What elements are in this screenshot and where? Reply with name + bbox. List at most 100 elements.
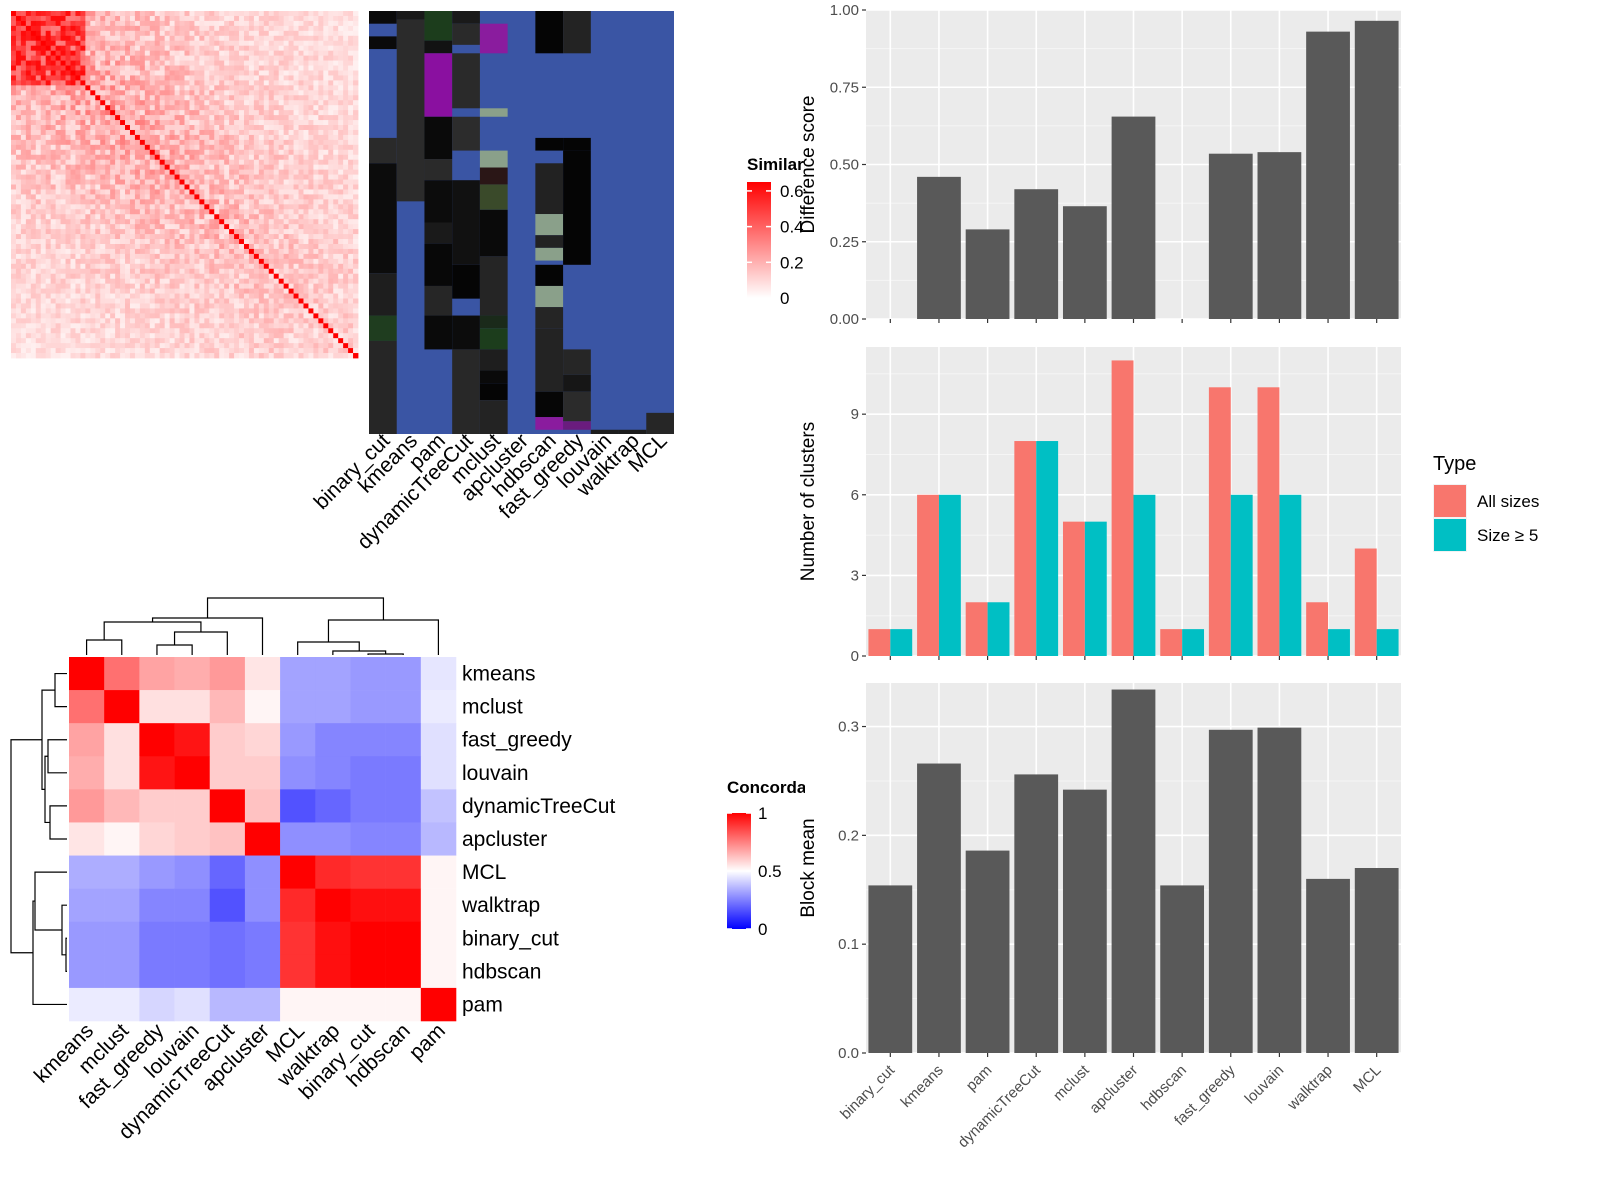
similarity-cell bbox=[308, 15, 314, 22]
similarity-cell bbox=[283, 35, 289, 42]
similarity-cell bbox=[65, 65, 71, 71]
similarity-cell bbox=[243, 194, 250, 200]
similarity-cell bbox=[298, 308, 304, 314]
similarity-cell bbox=[214, 229, 220, 235]
similarity-cell bbox=[50, 159, 57, 166]
similarity-cell bbox=[293, 224, 299, 230]
similarity-cell bbox=[45, 15, 52, 22]
similarity-cell bbox=[338, 159, 344, 166]
similarity-cell bbox=[328, 268, 334, 275]
similarity-cell bbox=[303, 268, 309, 275]
similarity-cell bbox=[120, 248, 126, 255]
similarity-cell bbox=[303, 258, 309, 265]
similarity-cell bbox=[40, 120, 47, 126]
similarity-cell bbox=[65, 159, 71, 166]
similarity-cell bbox=[283, 129, 289, 136]
similarity-cell bbox=[348, 258, 354, 265]
similarity-cell bbox=[194, 11, 200, 17]
similarity-cell bbox=[293, 293, 299, 299]
similarity-cell bbox=[224, 125, 230, 131]
similarity-cell bbox=[219, 70, 225, 76]
similarity-cell bbox=[169, 194, 175, 200]
similarity-cell bbox=[303, 189, 309, 195]
similarity-cell bbox=[55, 80, 61, 86]
similarity-cell bbox=[184, 214, 190, 220]
similarity-cell bbox=[258, 229, 265, 235]
similarity-cell bbox=[194, 328, 200, 334]
similarity-cell bbox=[65, 229, 71, 235]
similarity-cell bbox=[70, 343, 76, 349]
similarity-cell bbox=[298, 204, 304, 210]
similarity-cell bbox=[80, 75, 86, 81]
similarity-cell bbox=[323, 179, 329, 185]
similarity-cell bbox=[85, 243, 91, 250]
similarity-cell bbox=[273, 115, 280, 121]
similarity-cell bbox=[248, 328, 255, 334]
similarity-cell bbox=[199, 129, 205, 136]
similarity-cell bbox=[75, 343, 81, 349]
similarity-cell bbox=[293, 80, 299, 86]
similarity-cell bbox=[75, 149, 81, 156]
similarity-cell bbox=[229, 204, 235, 210]
similarity-cell bbox=[323, 184, 329, 190]
similarity-cell bbox=[139, 184, 146, 190]
similarity-cell bbox=[11, 204, 17, 210]
assignment-block bbox=[479, 23, 508, 54]
similarity-cell bbox=[194, 298, 200, 304]
similarity-cell bbox=[224, 343, 230, 349]
similarity-cell bbox=[20, 75, 27, 81]
similarity-cell bbox=[268, 184, 275, 190]
similarity-cell bbox=[95, 11, 101, 17]
assignment-block bbox=[369, 11, 397, 24]
similarity-cell bbox=[348, 239, 354, 245]
similarity-cell bbox=[134, 40, 141, 47]
similarity-cell bbox=[318, 100, 324, 106]
similarity-cell bbox=[323, 219, 329, 225]
similarity-cell bbox=[25, 293, 32, 299]
similarity-cell bbox=[25, 139, 32, 146]
similarity-cell bbox=[253, 129, 260, 136]
similarity-cell bbox=[134, 179, 141, 185]
similarity-cell bbox=[234, 110, 240, 116]
similarity-cell bbox=[174, 159, 180, 166]
similarity-cell bbox=[209, 248, 215, 255]
similarity-cell bbox=[90, 45, 96, 52]
similarity-cell bbox=[65, 110, 71, 116]
similarity-cell bbox=[70, 229, 76, 235]
similarity-cell bbox=[125, 30, 131, 37]
similarity-cell bbox=[243, 159, 250, 166]
similarity-cell bbox=[293, 288, 299, 294]
similarity-cell bbox=[134, 248, 141, 255]
similarity-cell bbox=[353, 253, 359, 260]
similarity-cell bbox=[283, 164, 289, 171]
similarity-cell bbox=[55, 288, 61, 294]
similarity-cell bbox=[70, 283, 76, 289]
similarity-cell bbox=[293, 219, 299, 225]
similarity-cell bbox=[343, 224, 349, 230]
similarity-cell bbox=[239, 283, 245, 289]
similarity-cell bbox=[348, 55, 354, 61]
similarity-cell bbox=[85, 90, 91, 96]
similarity-cell bbox=[333, 253, 339, 260]
similarity-cell bbox=[293, 75, 299, 81]
similarity-cell bbox=[35, 303, 42, 309]
similarity-cell bbox=[209, 15, 215, 22]
similarity-cell bbox=[343, 115, 349, 121]
similarity-cell bbox=[55, 65, 61, 71]
similarity-cell bbox=[65, 95, 71, 101]
similarity-cell bbox=[80, 258, 86, 265]
similarity-cell bbox=[75, 219, 81, 225]
similarity-cell bbox=[174, 110, 180, 116]
similarity-cell bbox=[40, 313, 47, 319]
similarity-cell bbox=[243, 80, 250, 86]
similarity-cell bbox=[25, 115, 32, 121]
similarity-cell bbox=[313, 45, 319, 52]
similarity-cell bbox=[45, 353, 52, 359]
similarity-cell bbox=[144, 258, 151, 265]
similarity-cell bbox=[25, 263, 32, 270]
similarity-cell bbox=[65, 164, 71, 171]
similarity-cell bbox=[105, 239, 111, 245]
similarity-cell bbox=[273, 343, 280, 349]
similarity-cell bbox=[239, 204, 245, 210]
similarity-cell bbox=[65, 199, 71, 205]
